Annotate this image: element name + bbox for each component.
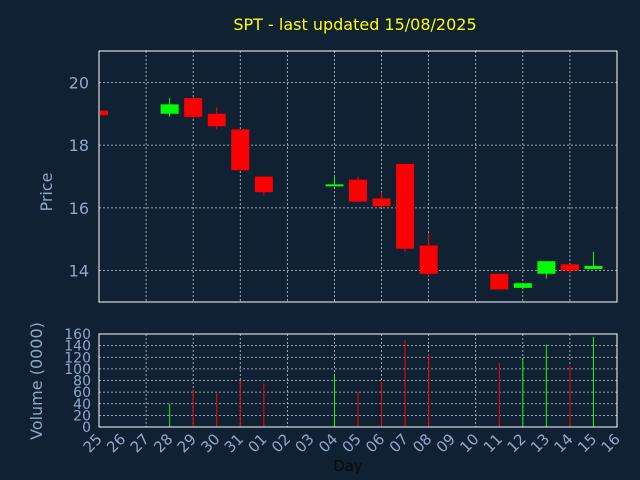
x-tick-label: 31 bbox=[221, 430, 247, 456]
volume-panel-frame bbox=[98, 333, 618, 428]
price-panel-frame bbox=[98, 50, 618, 303]
x-tick-label: 02 bbox=[268, 430, 294, 456]
candle bbox=[396, 163, 415, 252]
volume-tick-label: 160 bbox=[64, 327, 91, 343]
x-tick-label: 08 bbox=[409, 430, 435, 456]
chart-title: SPT - last updated 15/08/2025 bbox=[233, 15, 476, 34]
x-tick-label: 04 bbox=[315, 430, 341, 456]
candle-body bbox=[100, 110, 108, 116]
volume-tick-label: 140 bbox=[64, 339, 91, 355]
candle bbox=[349, 176, 367, 202]
volume-tick-label: 120 bbox=[64, 350, 91, 366]
x-tick-label: 13 bbox=[527, 430, 553, 456]
x-tick-label: 10 bbox=[456, 430, 482, 456]
volume-tick-label: 60 bbox=[73, 385, 91, 401]
candle bbox=[560, 264, 579, 273]
candle bbox=[419, 232, 438, 277]
candle-body bbox=[184, 98, 203, 117]
candle-body bbox=[584, 265, 603, 270]
x-tick-label: 07 bbox=[386, 430, 412, 456]
x-tick-label: 11 bbox=[480, 430, 506, 456]
x-tick-label: 26 bbox=[103, 430, 129, 456]
candle bbox=[254, 176, 273, 196]
volume-tick-label: 80 bbox=[73, 374, 91, 390]
volume-tick-label: 100 bbox=[64, 362, 91, 378]
candle bbox=[490, 273, 509, 290]
candle bbox=[537, 261, 556, 279]
x-tick-label: 05 bbox=[339, 430, 365, 456]
candle-body bbox=[537, 261, 556, 274]
x-tick-label: 06 bbox=[362, 430, 388, 456]
candle bbox=[584, 251, 603, 270]
x-tick-label: 16 bbox=[598, 430, 624, 456]
candle bbox=[184, 98, 203, 117]
candle bbox=[325, 176, 344, 187]
volume-bars bbox=[169, 336, 594, 427]
price-tick-labels: 14 16 18 20 bbox=[69, 73, 89, 280]
candle-body bbox=[231, 129, 250, 171]
candle-body bbox=[490, 273, 509, 290]
volume-tick-label: 20 bbox=[73, 408, 91, 424]
candle-body bbox=[207, 113, 226, 127]
price-tick-label: 16 bbox=[69, 199, 89, 218]
x-tick-label: 28 bbox=[150, 430, 176, 456]
x-tick-label: 03 bbox=[292, 430, 318, 456]
x-tick-label: 09 bbox=[433, 430, 459, 456]
x-tick-labels: 2526272829303101020304050607080910111213… bbox=[80, 430, 624, 456]
candle bbox=[207, 107, 226, 130]
candle-body bbox=[325, 184, 344, 187]
x-tick-label: 14 bbox=[551, 430, 577, 456]
candles bbox=[98, 98, 603, 290]
volume-axis-label: Volume (0000) bbox=[27, 322, 46, 440]
candle-body bbox=[254, 176, 273, 193]
candle-body bbox=[349, 179, 367, 202]
candle-body bbox=[560, 264, 579, 271]
candle bbox=[372, 192, 391, 208]
x-tick-label: 15 bbox=[574, 430, 600, 456]
x-tick-label: 29 bbox=[174, 430, 200, 456]
x-axis-label: Day bbox=[333, 457, 363, 475]
candle bbox=[160, 98, 179, 117]
price-tick-label: 14 bbox=[69, 262, 89, 281]
volume-tick-label: 0 bbox=[82, 420, 91, 436]
x-tick-label: 01 bbox=[244, 430, 270, 456]
candle bbox=[513, 283, 532, 290]
candle-body bbox=[372, 198, 391, 207]
candle-body bbox=[513, 283, 532, 288]
y-axis-label: Price bbox=[37, 172, 56, 211]
candle bbox=[98, 110, 108, 116]
price-tick-label: 18 bbox=[69, 136, 89, 155]
x-tick-label: 30 bbox=[197, 430, 223, 456]
volume-tick-label: 40 bbox=[73, 397, 91, 413]
candle-body bbox=[419, 245, 438, 274]
x-tick-label: 12 bbox=[503, 430, 529, 456]
candle-body bbox=[396, 163, 415, 249]
candle bbox=[231, 129, 250, 171]
candle-body bbox=[160, 104, 179, 114]
price-tick-label: 20 bbox=[69, 73, 89, 92]
x-tick-label: 27 bbox=[127, 430, 153, 456]
